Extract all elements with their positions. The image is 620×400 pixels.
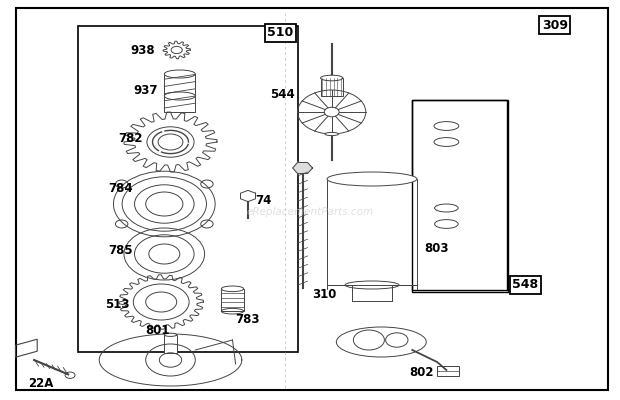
Bar bbox=[221, 289, 244, 311]
Text: 782: 782 bbox=[118, 132, 143, 144]
Text: 310: 310 bbox=[312, 288, 336, 300]
Bar bbox=[356, 338, 372, 344]
Text: 22A: 22A bbox=[28, 377, 53, 390]
Text: 937: 937 bbox=[133, 84, 158, 96]
Text: 803: 803 bbox=[425, 242, 450, 254]
Bar bbox=[412, 100, 508, 292]
Bar bbox=[412, 100, 507, 290]
Ellipse shape bbox=[321, 75, 343, 81]
Text: 510: 510 bbox=[267, 26, 293, 39]
Bar bbox=[437, 366, 459, 376]
Bar bbox=[321, 78, 343, 96]
Ellipse shape bbox=[221, 286, 244, 292]
Ellipse shape bbox=[325, 132, 339, 136]
Polygon shape bbox=[293, 162, 312, 174]
Bar bbox=[78, 26, 298, 352]
Text: 783: 783 bbox=[236, 313, 260, 326]
Text: 785: 785 bbox=[108, 244, 133, 256]
Text: 544: 544 bbox=[270, 88, 294, 100]
Text: 513: 513 bbox=[105, 298, 130, 310]
Bar bbox=[164, 335, 177, 353]
Text: 548: 548 bbox=[512, 278, 538, 291]
Text: 784: 784 bbox=[108, 182, 133, 194]
Text: 801: 801 bbox=[146, 324, 170, 336]
Bar bbox=[164, 74, 195, 112]
Ellipse shape bbox=[336, 327, 427, 357]
Text: 938: 938 bbox=[130, 44, 155, 56]
Bar bbox=[386, 340, 399, 346]
Text: 74: 74 bbox=[255, 194, 272, 206]
Ellipse shape bbox=[164, 70, 195, 78]
Ellipse shape bbox=[164, 333, 177, 336]
Text: eReplacementParts.com: eReplacementParts.com bbox=[246, 207, 374, 217]
Bar bbox=[327, 179, 417, 285]
Text: 802: 802 bbox=[409, 366, 434, 378]
Ellipse shape bbox=[325, 76, 339, 80]
Ellipse shape bbox=[327, 172, 417, 186]
Text: 309: 309 bbox=[542, 19, 568, 32]
Ellipse shape bbox=[164, 92, 195, 100]
